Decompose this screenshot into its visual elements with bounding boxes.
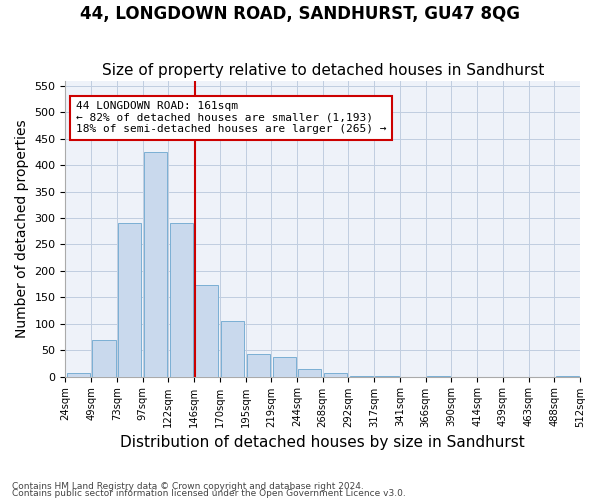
X-axis label: Distribution of detached houses by size in Sandhurst: Distribution of detached houses by size … <box>121 435 525 450</box>
Text: 44, LONGDOWN ROAD, SANDHURST, GU47 8QG: 44, LONGDOWN ROAD, SANDHURST, GU47 8QG <box>80 5 520 23</box>
Bar <box>170 224 193 376</box>
Bar <box>118 224 142 376</box>
Bar <box>67 373 90 376</box>
Bar <box>324 373 347 376</box>
Bar <box>196 285 218 376</box>
Text: 44 LONGDOWN ROAD: 161sqm
← 82% of detached houses are smaller (1,193)
18% of sem: 44 LONGDOWN ROAD: 161sqm ← 82% of detach… <box>76 102 386 134</box>
Y-axis label: Number of detached properties: Number of detached properties <box>15 119 29 338</box>
Title: Size of property relative to detached houses in Sandhurst: Size of property relative to detached ho… <box>101 63 544 78</box>
Text: Contains HM Land Registry data © Crown copyright and database right 2024.: Contains HM Land Registry data © Crown c… <box>12 482 364 491</box>
Bar <box>272 357 296 376</box>
Bar <box>247 354 270 376</box>
Bar <box>298 368 322 376</box>
Bar <box>92 340 116 376</box>
Bar <box>144 152 167 376</box>
Bar <box>221 321 244 376</box>
Text: Contains public sector information licensed under the Open Government Licence v3: Contains public sector information licen… <box>12 490 406 498</box>
